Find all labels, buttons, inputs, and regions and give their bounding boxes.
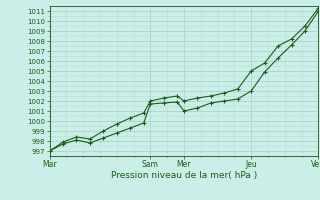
X-axis label: Pression niveau de la mer( hPa ): Pression niveau de la mer( hPa ) (111, 171, 257, 180)
